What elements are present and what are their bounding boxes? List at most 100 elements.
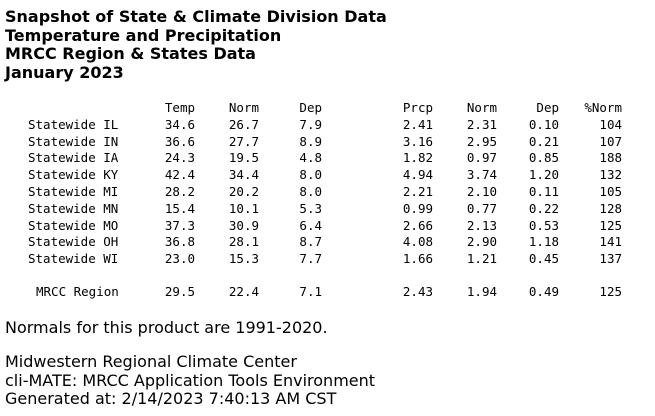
credits-block: Midwestern Regional Climate Center cli-M… — [5, 352, 376, 409]
cell-prcp-dep: 0.10 — [528, 116, 559, 132]
cell-prcp-dep: 0.53 — [528, 217, 559, 233]
cell-prcp: 0.99 — [402, 200, 433, 216]
table-row: Statewide KY 42.4 34.4 8.0 4.94 3.74 1.20 132 — [0, 167, 655, 184]
cell-prcp-dep: 0.11 — [528, 183, 559, 199]
report-subtitle-variables: Temperature and Precipitation — [5, 25, 282, 45]
header-prcp-norm: Norm — [466, 100, 497, 115]
cell-label: Statewide MI — [28, 183, 119, 199]
cell-temp-norm: 26.7 — [228, 116, 259, 132]
cell-pct-norm: 105 — [599, 183, 622, 199]
cell-temp-norm: 20.2 — [228, 183, 259, 199]
cell-pct-norm: 137 — [599, 251, 622, 267]
cell-prcp-norm: 2.31 — [466, 116, 497, 132]
cell-prcp-norm: 0.77 — [466, 200, 497, 216]
cell-temp-norm: 30.9 — [228, 217, 259, 233]
cell-prcp-norm: 2.13 — [466, 217, 497, 233]
region-temp-dep: 7.1 — [299, 283, 322, 299]
cell-label: Statewide IL — [28, 116, 119, 132]
cell-pct-norm: 141 — [599, 234, 622, 250]
cell-pct-norm: 107 — [599, 133, 622, 149]
cell-prcp: 3.16 — [402, 133, 433, 149]
table-row: Statewide MI 28.2 20.2 8.0 2.21 2.10 0.11 105 — [0, 184, 655, 201]
cell-prcp-norm: 2.10 — [466, 183, 497, 199]
cell-temp: 37.3 — [164, 217, 195, 233]
region-prcp-norm: 1.94 — [466, 283, 497, 299]
table-row: Statewide MO 37.3 30.9 6.4 2.66 2.13 0.53 125 — [0, 218, 655, 235]
cell-temp: 36.8 — [164, 234, 195, 250]
cell-prcp-norm: 2.90 — [466, 234, 497, 250]
header-pct-norm: %Norm — [584, 100, 622, 115]
climate-data-table: Temp Norm Dep Prcp Norm Dep %Norm Statew… — [0, 100, 655, 301]
cell-label: Statewide IN — [28, 133, 119, 149]
cell-pct-norm: 128 — [599, 200, 622, 216]
cell-prcp: 1.82 — [402, 150, 433, 166]
credits-application: cli-MATE: MRCC Application Tools Environ… — [5, 370, 376, 390]
cell-temp: 34.6 — [164, 116, 195, 132]
cell-prcp-dep: 0.21 — [528, 133, 559, 149]
region-temp-norm: 22.4 — [228, 283, 259, 299]
cell-temp-dep: 7.7 — [299, 251, 322, 267]
cell-label: Statewide KY — [28, 167, 119, 183]
cell-temp: 42.4 — [164, 167, 195, 183]
region-label: MRCC Region — [36, 283, 119, 299]
cell-temp-norm: 10.1 — [228, 200, 259, 216]
cell-pct-norm: 104 — [599, 116, 622, 132]
cell-temp-dep: 6.4 — [299, 217, 322, 233]
cell-temp-norm: 34.4 — [228, 167, 259, 183]
table-header-row: Temp Norm Dep Prcp Norm Dep %Norm — [0, 100, 655, 117]
cell-temp-norm: 15.3 — [228, 251, 259, 267]
cell-temp-dep: 4.8 — [299, 150, 322, 166]
cell-temp-norm: 27.7 — [228, 133, 259, 149]
cell-prcp: 2.41 — [402, 116, 433, 132]
table-row: Statewide IL 34.6 26.7 7.9 2.41 2.31 0.10 104 — [0, 117, 655, 134]
report-subtitle-region: MRCC Region & States Data — [5, 44, 256, 63]
header-temp-dep: Dep — [299, 100, 322, 115]
cell-prcp-dep: 1.20 — [528, 167, 559, 183]
cell-label: Statewide OH — [28, 234, 119, 250]
cell-temp: 24.3 — [164, 150, 195, 166]
cell-prcp-norm: 0.97 — [466, 150, 497, 166]
cell-label: Statewide MO — [28, 217, 119, 233]
cell-prcp: 4.08 — [402, 234, 433, 250]
cell-pct-norm: 188 — [599, 150, 622, 166]
table-row: Statewide IN 36.6 27.7 8.9 3.16 2.95 0.21 107 — [0, 134, 655, 151]
cell-label: Statewide MN — [28, 200, 119, 216]
cell-temp: 15.4 — [164, 200, 195, 216]
cell-prcp-dep: 1.18 — [528, 234, 559, 250]
region-pct-norm: 125 — [599, 283, 622, 299]
cell-temp: 28.2 — [164, 183, 195, 199]
cell-temp-dep: 7.9 — [299, 116, 322, 132]
report-title-block: Snapshot of State & Climate Division Dat… — [5, 7, 387, 82]
header-prcp-dep: Dep — [536, 100, 559, 115]
cell-label: Statewide WI — [28, 251, 119, 267]
region-prcp-dep: 0.49 — [528, 283, 559, 299]
header-prcp: Prcp — [402, 100, 433, 115]
report-title: Snapshot of State & Climate Division Dat… — [5, 7, 387, 26]
normals-note: Normals for this product are 1991-2020. — [5, 318, 328, 337]
cell-temp-dep: 8.9 — [299, 133, 322, 149]
header-temp-norm: Norm — [228, 100, 259, 115]
cell-prcp-norm: 2.95 — [466, 133, 497, 149]
cell-temp: 23.0 — [164, 251, 195, 267]
table-row: Statewide MN 15.4 10.1 5.3 0.99 0.77 0.22 128 — [0, 201, 655, 218]
table-row: Statewide WI 23.0 15.3 7.7 1.66 1.21 0.45 137 — [0, 251, 655, 268]
cell-prcp-norm: 1.21 — [466, 251, 497, 267]
cell-pct-norm: 132 — [599, 167, 622, 183]
cell-temp: 36.6 — [164, 133, 195, 149]
cell-temp-norm: 28.1 — [228, 234, 259, 250]
cell-temp-dep: 8.0 — [299, 183, 322, 199]
report-period: January 2023 — [5, 62, 124, 82]
table-row: Statewide IA 24.3 19.5 4.8 1.82 0.97 0.85 188 — [0, 150, 655, 167]
cell-prcp-dep: 0.22 — [528, 200, 559, 216]
cell-temp-dep: 8.7 — [299, 234, 322, 250]
table-row: Statewide OH 36.8 28.1 8.7 4.08 2.90 1.18 141 — [0, 234, 655, 251]
cell-prcp: 4.94 — [402, 167, 433, 183]
cell-prcp: 1.66 — [402, 251, 433, 267]
cell-prcp-norm: 3.74 — [466, 167, 497, 183]
cell-prcp: 2.66 — [402, 217, 433, 233]
cell-temp-norm: 19.5 — [228, 150, 259, 166]
region-prcp: 2.43 — [402, 283, 433, 299]
cell-prcp-dep: 0.85 — [528, 150, 559, 166]
cell-temp-dep: 8.0 — [299, 167, 322, 183]
cell-pct-norm: 125 — [599, 217, 622, 233]
